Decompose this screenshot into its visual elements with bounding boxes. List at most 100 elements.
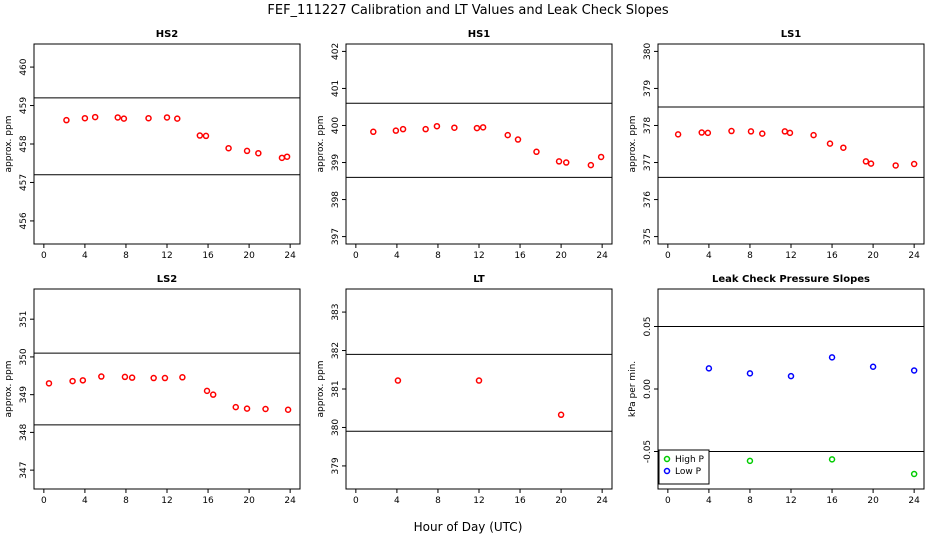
y-axis-label: kPa per min.: [628, 361, 638, 417]
y-axis-label: approx. ppm: [628, 116, 638, 173]
x-tick-label: 16: [202, 251, 214, 261]
x-tick-label: 4: [394, 251, 400, 261]
data-point: [225, 144, 232, 152]
y-tick-label: 0.05: [643, 316, 653, 336]
data-point: [705, 365, 713, 372]
x-tick-label: 20: [867, 251, 879, 261]
x-tick-label: 24: [284, 496, 296, 506]
panel-4: LS2 approx. ppm 0 4 8 12 16 20 24 347 348 349 350 351: [4, 274, 301, 506]
data-point: [370, 128, 377, 136]
data-point: [504, 131, 511, 139]
data-point: [759, 130, 766, 137]
x-tick-label: 8: [123, 251, 129, 261]
data-point: [451, 124, 458, 131]
y-tick-label: 400: [331, 117, 341, 134]
legend-marker: [663, 467, 671, 475]
main-title: FEF_111227 Calibration and LT Values and…: [267, 3, 668, 18]
y-tick-label: 459: [19, 97, 29, 114]
data-point: [810, 131, 817, 139]
data-point: [150, 374, 157, 382]
y-tick-label: 456: [19, 212, 29, 229]
panel-6: Leak Check Pressure Slopes kPa per min. 0 4…: [628, 274, 925, 506]
data-point: [202, 132, 210, 140]
data-point: [81, 114, 89, 122]
legend-marker: [663, 455, 671, 463]
data-point: [283, 153, 291, 160]
data-point: [828, 354, 836, 361]
data-point: [473, 124, 481, 132]
data-point: [781, 128, 789, 135]
data-point: [422, 125, 429, 133]
y-axis-label: approx. ppm: [4, 116, 14, 173]
data-point: [555, 158, 563, 165]
x-tick-label: 0: [665, 251, 671, 261]
panel-title: HS1: [468, 29, 491, 40]
y-tick-label: -0.05: [643, 440, 653, 463]
data-point: [243, 147, 251, 155]
y-tick-label: 378: [643, 117, 653, 134]
data-point: [63, 116, 70, 124]
plot-frame: [345, 288, 613, 490]
data-point: [892, 162, 899, 169]
x-tick-label: 8: [747, 251, 753, 261]
y-tick-label: 398: [331, 191, 341, 208]
x-tick-label: 4: [394, 496, 400, 506]
panel-title: HS2: [156, 29, 179, 40]
y-tick-label: 0.00: [643, 379, 653, 399]
data-point: [145, 114, 152, 122]
data-point: [209, 391, 217, 398]
x-tick-label: 12: [161, 251, 172, 261]
data-point: [557, 411, 565, 419]
panel-3: LS1 approx. ppm 0 4 8 12 16 20 24 375 376 377 378 379…: [628, 29, 925, 261]
x-tick-label: 20: [555, 251, 567, 261]
data-point: [746, 370, 754, 377]
x-tick-label: 20: [867, 496, 879, 506]
panel-5: LT approx. ppm 0 4 8 12 16 20 24 379 380 381 382 383: [316, 274, 613, 506]
y-tick-label: 382: [331, 342, 341, 359]
data-point: [79, 377, 87, 384]
x-tick-label: 16: [826, 251, 838, 261]
data-point: [174, 115, 181, 122]
y-tick-label: 380: [331, 419, 341, 436]
x-tick-label: 24: [908, 496, 920, 506]
legend-label: High P: [675, 455, 705, 465]
x-tick-label: 0: [353, 496, 359, 506]
x-tick-label: 16: [514, 496, 526, 506]
legend-label: Low P: [675, 467, 702, 477]
data-point: [728, 127, 735, 135]
data-point: [284, 406, 292, 414]
data-point: [179, 374, 186, 381]
x-tick-label: 0: [41, 251, 47, 261]
y-tick-label: 397: [331, 228, 341, 245]
y-tick-label: 383: [331, 303, 341, 320]
y-axis-label: approx. ppm: [4, 361, 14, 418]
data-point: [910, 470, 918, 478]
data-point: [196, 132, 204, 139]
y-tick-label: 379: [331, 457, 341, 474]
data-point: [840, 144, 847, 151]
data-point: [255, 149, 262, 157]
x-tick-label: 16: [514, 251, 526, 261]
y-tick-label: 457: [19, 174, 29, 191]
y-axis-label: approx. ppm: [316, 116, 326, 173]
data-point: [121, 373, 129, 381]
legend-box: [658, 449, 710, 485]
x-tick-label: 4: [82, 251, 88, 261]
data-point: [232, 403, 240, 411]
data-point: [746, 457, 754, 465]
x-tick-label: 12: [785, 251, 796, 261]
data-point: [278, 154, 286, 162]
x-tick-label: 24: [596, 496, 608, 506]
plot-frame: [33, 43, 301, 245]
data-point: [698, 129, 705, 136]
y-tick-label: 348: [19, 424, 29, 441]
data-point: [747, 128, 755, 135]
x-tick-label: 4: [706, 496, 712, 506]
y-tick-label: 347: [19, 462, 29, 479]
data-point: [392, 127, 400, 134]
data-point: [869, 363, 877, 370]
y-tick-label: 351: [19, 311, 29, 328]
x-tick-label: 12: [473, 496, 484, 506]
x-tick-label: 16: [202, 496, 214, 506]
plot-frame: [657, 43, 925, 245]
